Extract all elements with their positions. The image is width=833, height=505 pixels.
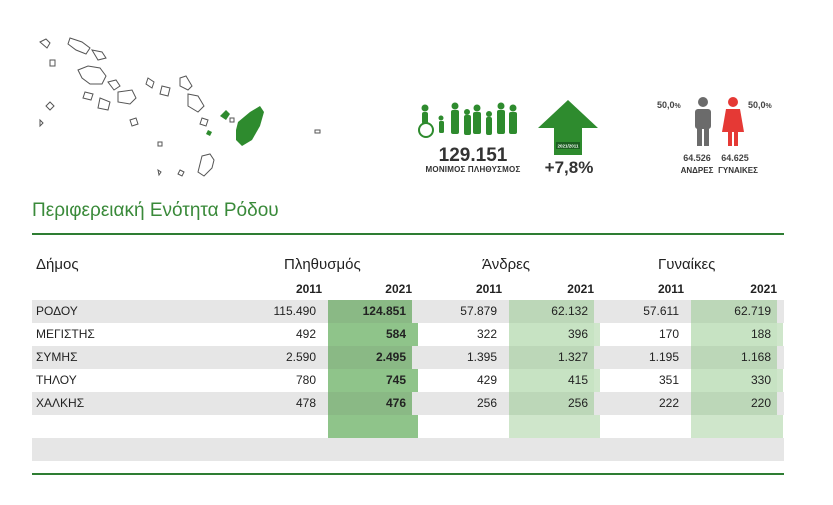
table-cell: 188 [691,323,777,346]
population-icon [418,102,517,138]
year-pop-2021: 2021 [385,282,412,296]
table-cell: 170 [658,327,679,341]
islands-map [39,37,321,177]
table-cell: 2.590 [285,350,316,364]
region-title: Περιφερειακή Ενότητα Ρόδου [32,200,279,221]
women-count: 64.625 [721,153,749,163]
women-percent: 50,0% [748,100,772,110]
table-row: ΤΗΛΟΥ 780 745 429 415 351 330 [32,369,784,392]
table-cell: 2.495 [328,346,412,369]
year-pop-2011: 2011 [295,282,322,296]
table-row [32,438,784,461]
municipality-name: ΧΑΛΚΗΣ [36,396,85,410]
top-rule [32,233,784,235]
table-cell: 57.879 [460,304,497,318]
table-cell: 220 [691,392,777,415]
table-cell: 1.168 [691,346,777,369]
table-cell: 429 [476,373,497,387]
population-total: 129.151 [438,145,508,166]
population-table: Δήμος Πληθυσμός Άνδρες Γυναίκες 2011 202… [32,252,784,461]
year-women-2011: 2011 [657,282,684,296]
year-men-2021: 2021 [567,282,594,296]
table-cell: 780 [295,373,316,387]
table-cell: 115.490 [273,304,317,318]
table-cell: 351 [658,373,679,387]
growth-value: +7,8% [544,158,594,177]
year-men-2011: 2011 [475,282,502,296]
municipality-name: ΜΕΓΙΣΤΗΣ [36,327,95,341]
table-cell: 492 [295,327,316,341]
year-header-row: 2011 2021 2011 2021 2011 2021 [32,280,784,300]
table-cell: 415 [509,369,594,392]
municipality-name: ΣΥΜΗΣ [36,350,78,364]
table-cell: 256 [476,396,497,410]
table-cell: 222 [658,396,679,410]
woman-icon [722,97,744,146]
header-men: Άνδρες [482,256,531,273]
table-row: ΣΥΜΗΣ 2.590 2.495 1.395 1.327 1.195 1.168 [32,346,784,369]
header-women: Γυναίκες [658,256,716,273]
header-municipality: Δήμος [36,256,79,273]
year-women-2021: 2021 [750,282,777,296]
table-cell: 396 [509,323,594,346]
header-population: Πληθυσμός [284,256,361,273]
women-label: ΓΥΝΑΙΚΕΣ [718,166,758,175]
table-cell: 322 [476,327,497,341]
municipality-name: ΡΟΔΟΥ [36,304,78,318]
table-header: Δήμος Πληθυσμός Άνδρες Γυναίκες [32,252,784,280]
table-cell: 478 [295,396,316,410]
table-cell: 57.611 [643,304,679,318]
arrow-badge: 2021/2011 [557,144,579,149]
bottom-rule [32,473,784,475]
municipality-name: ΤΗΛΟΥ [36,373,77,387]
up-arrow-icon: 2021/2011 [538,100,598,155]
table-cell: 1.195 [648,350,679,364]
table-row: ΧΑΛΚΗΣ 478 476 256 256 222 220 [32,392,784,415]
man-icon [695,97,711,146]
table-cell: 330 [691,369,777,392]
men-count: 64.526 [683,153,711,163]
table-cell: 745 [328,369,412,392]
men-label: ΑΝΔΡΕΣ [680,166,714,175]
table-row: ΜΕΓΙΣΤΗΣ 492 584 322 396 170 188 [32,323,784,346]
table-cell: 584 [328,323,412,346]
population-label: ΜΟΝΙΜΟΣ ΠΛΗΘΥΣΜΟΣ [425,165,521,174]
table-cell: 62.132 [509,300,594,323]
table-row [32,415,784,438]
table-row: ΡΟΔΟΥ 115.490 124.851 57.879 62.132 57.611 62.… [32,300,784,323]
table-cell: 124.851 [328,300,412,323]
men-percent: 50,0% [657,100,681,110]
table-cell: 1.327 [509,346,594,369]
table-cell: 1.395 [466,350,497,364]
table-cell: 62.719 [691,300,777,323]
table-cell: 256 [509,392,594,415]
table-cell: 476 [328,392,412,415]
